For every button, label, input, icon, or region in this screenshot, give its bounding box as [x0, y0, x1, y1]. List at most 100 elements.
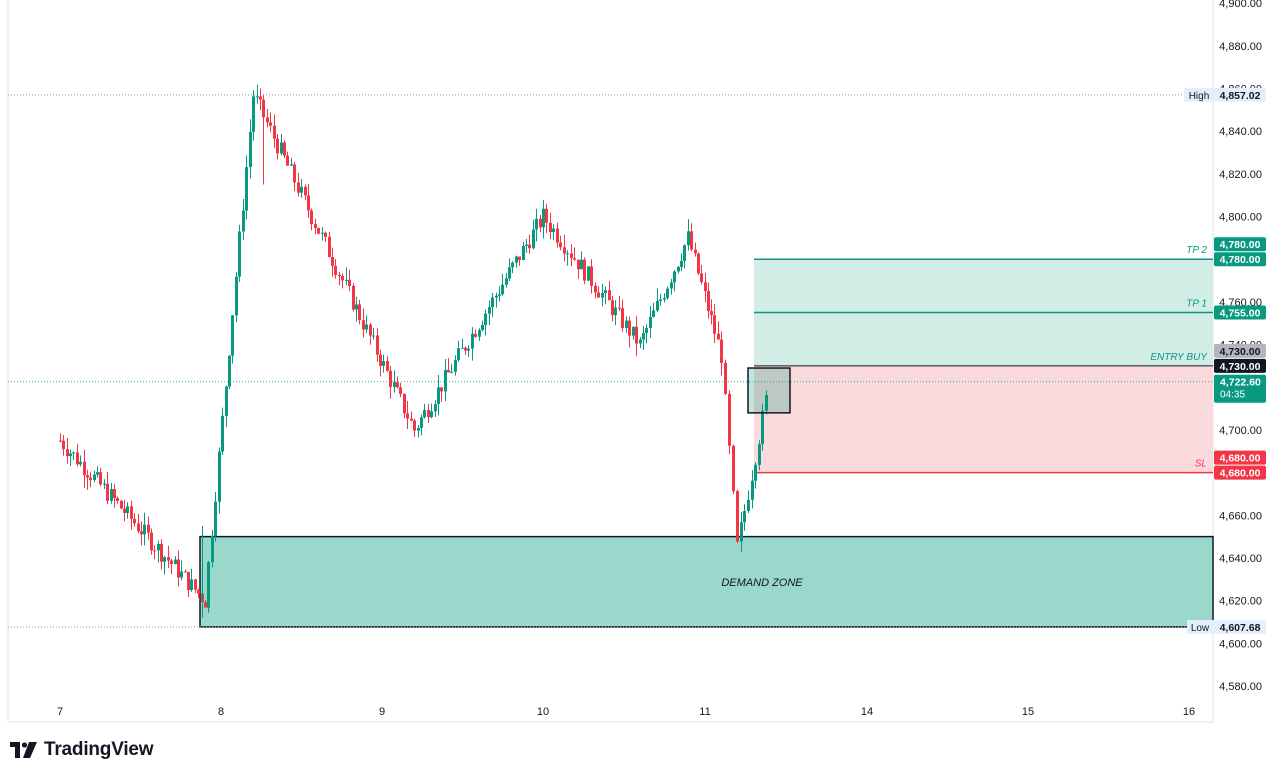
candle-body	[556, 228, 559, 243]
candle-body	[116, 498, 119, 501]
candle-body	[704, 282, 707, 292]
tradingview-brand[interactable]: TradingView	[10, 738, 154, 762]
entry-buy-label: ENTRY BUY	[1150, 352, 1208, 363]
candle-body	[471, 333, 474, 349]
candle-body	[618, 307, 621, 309]
candle-body	[225, 386, 228, 416]
candle-body	[549, 222, 552, 233]
candle-body	[751, 480, 754, 500]
candle-body	[566, 253, 569, 255]
candle-body	[625, 320, 628, 328]
tp2-price-badge-bg	[1214, 252, 1266, 267]
candle-body	[147, 524, 150, 533]
candle-body	[300, 186, 303, 193]
candle-body	[214, 501, 217, 536]
candle-body	[597, 292, 600, 298]
candle-body	[498, 294, 501, 296]
candle-body	[194, 579, 197, 590]
time-tick-label: 8	[218, 706, 224, 718]
candle-body	[137, 523, 140, 532]
time-axis[interactable]: 7 8 9 10 11 14 15 16	[57, 706, 1195, 718]
candle-body	[467, 348, 470, 351]
tp2-label: TP 2	[1186, 245, 1207, 256]
price-tick-label: 4,580.00	[1219, 681, 1262, 693]
time-tick-label: 16	[1183, 706, 1195, 718]
candle-body	[677, 266, 680, 272]
sl-extra-badge-bg	[1214, 450, 1266, 465]
candle-body	[694, 249, 697, 254]
candle-body	[307, 195, 310, 211]
candle-body	[331, 257, 334, 266]
candle-body	[728, 393, 731, 446]
current-price-badge: 4,722.60	[1220, 377, 1261, 389]
low-tag-label: Low	[1191, 623, 1210, 634]
candle-body	[707, 291, 710, 312]
candle-body	[464, 347, 467, 351]
price-tick-label: 4,880.00	[1219, 41, 1262, 53]
candle-body	[447, 369, 450, 373]
candle-body	[163, 557, 166, 562]
candle-body	[280, 142, 283, 154]
candle-body	[106, 483, 109, 501]
current-price-countdown: 04:35	[1220, 390, 1245, 401]
candle-body	[269, 122, 272, 126]
price-tick-label: 4,660.00	[1219, 510, 1262, 522]
candle-body	[93, 474, 96, 481]
candle-body	[532, 229, 535, 249]
candle-body	[382, 361, 385, 366]
candle-body	[403, 393, 406, 414]
candle-body	[474, 333, 477, 337]
candle-body	[427, 409, 430, 418]
high-price-badge: 4,857.02	[1220, 90, 1261, 102]
candle-body	[297, 182, 300, 193]
price-tick-label: 4,600.00	[1219, 638, 1262, 650]
time-tick-label: 7	[57, 706, 63, 718]
candle-body	[570, 253, 573, 259]
candle-body	[256, 96, 259, 98]
time-tick-label: 11	[699, 706, 710, 718]
candle-body	[235, 276, 238, 316]
candle-body	[197, 589, 200, 594]
candle-body	[611, 300, 614, 316]
candle-body	[430, 411, 433, 418]
candle-body	[153, 550, 156, 552]
high-tag-label: High	[1189, 91, 1210, 102]
candle-body	[143, 524, 146, 535]
price-tick-label: 4,800.00	[1219, 212, 1262, 224]
candle-body	[645, 328, 648, 334]
candle-body	[673, 271, 676, 283]
candle-body	[238, 231, 241, 277]
candle-body	[528, 244, 531, 249]
candle-body	[765, 395, 768, 411]
candle-body	[518, 256, 521, 260]
candle-body	[283, 142, 286, 156]
candle-body	[542, 208, 545, 228]
candle-body	[76, 452, 79, 465]
candle-body	[211, 535, 214, 563]
candle-body	[577, 259, 580, 270]
tp1-label: TP 1	[1186, 299, 1207, 310]
candle-body	[249, 131, 252, 168]
candle-body	[505, 278, 508, 285]
tp2-extra-badge: 4,780.00	[1220, 239, 1261, 251]
candle-body	[608, 290, 611, 301]
candle-body	[123, 508, 126, 513]
candle-body	[317, 227, 320, 234]
price-tick-label: 4,640.00	[1219, 553, 1262, 565]
candle-body	[594, 285, 597, 293]
candle-body	[583, 259, 586, 281]
sl-price-badge: 4,680.00	[1220, 468, 1261, 480]
candle-body	[732, 445, 735, 492]
candle-body	[259, 96, 262, 100]
candle-body	[231, 315, 234, 356]
candle-body	[525, 244, 528, 246]
candle-body	[454, 360, 457, 372]
candles-layer	[59, 84, 768, 618]
candle-body	[740, 522, 743, 542]
time-tick-label: 15	[1022, 706, 1034, 718]
candle-body	[286, 155, 289, 166]
candle-body	[761, 410, 764, 445]
candle-body	[649, 316, 652, 329]
candle-body	[245, 167, 248, 211]
